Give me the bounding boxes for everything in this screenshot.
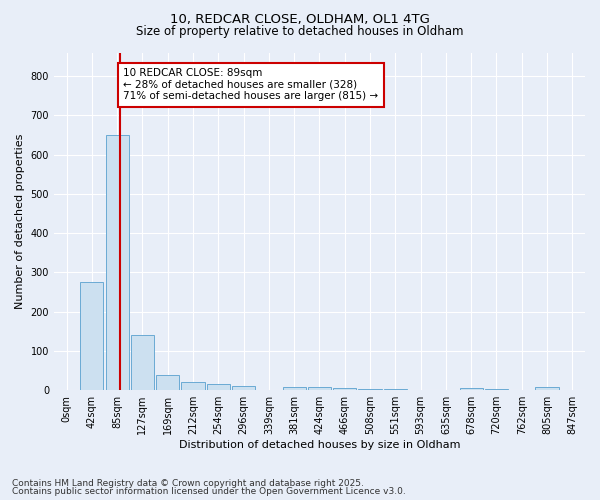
Text: Contains public sector information licensed under the Open Government Licence v3: Contains public sector information licen… xyxy=(12,487,406,496)
Bar xyxy=(333,388,356,390)
Bar xyxy=(358,389,382,390)
Text: 10 REDCAR CLOSE: 89sqm
← 28% of detached houses are smaller (328)
71% of semi-de: 10 REDCAR CLOSE: 89sqm ← 28% of detached… xyxy=(124,68,379,102)
Text: Contains HM Land Registry data © Crown copyright and database right 2025.: Contains HM Land Registry data © Crown c… xyxy=(12,478,364,488)
Bar xyxy=(535,387,559,390)
Bar xyxy=(156,376,179,390)
Bar xyxy=(131,335,154,390)
Bar xyxy=(106,135,129,390)
Text: Size of property relative to detached houses in Oldham: Size of property relative to detached ho… xyxy=(136,25,464,38)
Bar xyxy=(485,389,508,390)
Y-axis label: Number of detached properties: Number of detached properties xyxy=(15,134,25,309)
Bar xyxy=(206,384,230,390)
Bar xyxy=(181,382,205,390)
Text: 10, REDCAR CLOSE, OLDHAM, OL1 4TG: 10, REDCAR CLOSE, OLDHAM, OL1 4TG xyxy=(170,12,430,26)
Bar xyxy=(460,388,483,390)
Bar xyxy=(308,387,331,390)
Bar xyxy=(232,386,255,390)
Bar xyxy=(283,387,306,390)
Bar xyxy=(80,282,103,390)
X-axis label: Distribution of detached houses by size in Oldham: Distribution of detached houses by size … xyxy=(179,440,460,450)
